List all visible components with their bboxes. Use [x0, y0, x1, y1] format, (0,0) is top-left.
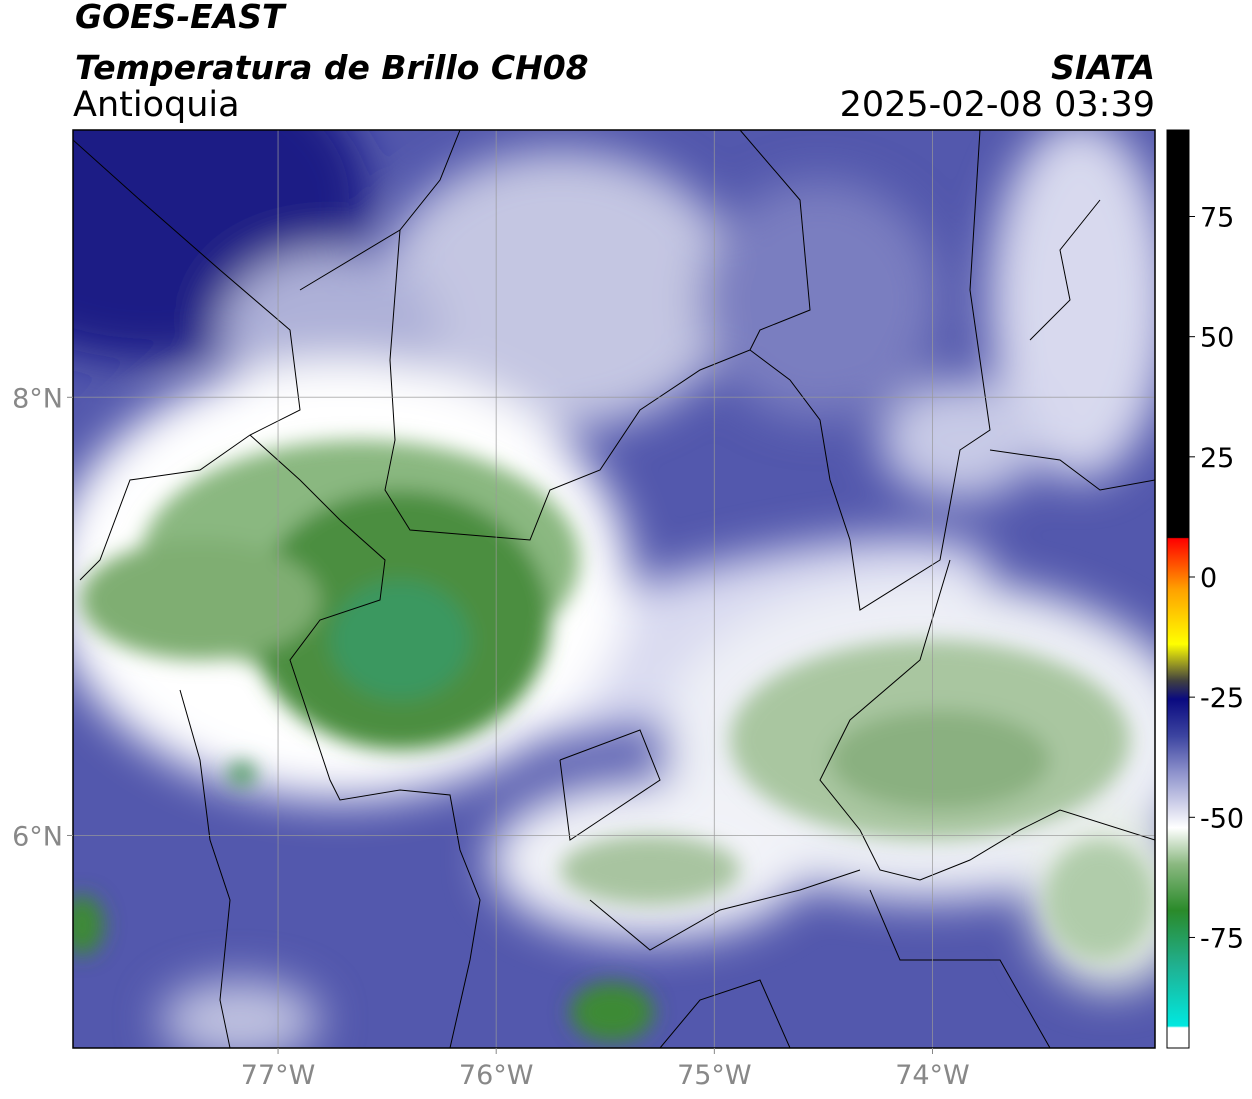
colorbar-tick-label: 50 [1200, 323, 1234, 354]
lat-tick-label: 6°N [12, 821, 63, 852]
colorbar-tick-label: 75 [1200, 203, 1234, 234]
colorbar [1166, 129, 1190, 1049]
lon-tick-label: 75°W [677, 1060, 752, 1091]
lon-tick-label: 76°W [459, 1060, 534, 1091]
colorbar-tick-label: 25 [1200, 443, 1234, 474]
graticule [73, 130, 1155, 1048]
lon-tick-label: 77°W [241, 1060, 316, 1091]
region: Antioquia [73, 85, 240, 125]
colorbar-tick-label: -50 [1200, 803, 1244, 834]
satellite-image [73, 130, 1155, 1048]
subtitle: Temperatura de Brillo CH08 [75, 48, 589, 87]
source: SIATA [1051, 48, 1155, 87]
colorbar-tick-label: -75 [1200, 923, 1244, 954]
colorbar-tick-label: 0 [1200, 563, 1217, 594]
datetime: 2025-02-08 03:39 [840, 85, 1155, 125]
boundaries [73, 130, 1155, 1048]
title: GOES-EAST [75, 0, 287, 36]
colorbar-tick-label: -25 [1200, 683, 1244, 714]
lat-tick-label: 8°N [12, 383, 63, 414]
lon-tick-label: 74°W [895, 1060, 970, 1091]
map-frame [72, 129, 1156, 1049]
